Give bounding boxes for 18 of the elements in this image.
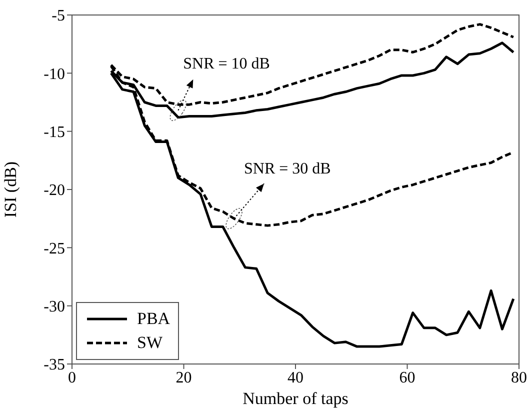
x-tick-label: 20 — [176, 369, 192, 386]
x-tick-label: 0 — [68, 369, 76, 386]
y-tick-label: -20 — [44, 182, 65, 200]
legend-label: SW — [137, 333, 162, 353]
y-tick-label: -30 — [44, 298, 65, 316]
x-tick-label: 40 — [288, 369, 304, 386]
x-tick-label: 60 — [399, 369, 416, 386]
y-tick-label: -25 — [44, 240, 65, 258]
x-tick-label: 80 — [511, 369, 527, 386]
x-axis-title: Number of taps — [242, 389, 348, 408]
legend-label: PBA — [137, 309, 170, 329]
y-tick-label: -10 — [44, 66, 65, 83]
y-tick-label: -35 — [44, 356, 65, 374]
annotation: SNR = 30 dB — [244, 160, 331, 178]
annotation: SNR = 10 dB — [183, 55, 270, 72]
y-tick-label: -15 — [44, 124, 65, 142]
y-tick-label: -5 — [52, 8, 65, 25]
y-axis-title: ISI (dB) — [1, 161, 20, 218]
